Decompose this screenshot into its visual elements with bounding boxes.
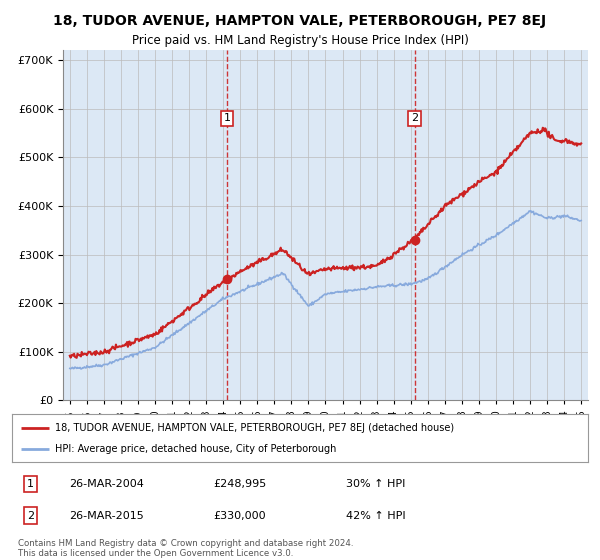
Text: 18, TUDOR AVENUE, HAMPTON VALE, PETERBOROUGH, PE7 8EJ (detached house): 18, TUDOR AVENUE, HAMPTON VALE, PETERBOR…	[55, 423, 454, 433]
Text: £330,000: £330,000	[214, 511, 266, 521]
Text: £248,995: £248,995	[214, 479, 267, 489]
Text: 18, TUDOR AVENUE, HAMPTON VALE, PETERBOROUGH, PE7 8EJ: 18, TUDOR AVENUE, HAMPTON VALE, PETERBOR…	[53, 14, 547, 28]
Text: 42% ↑ HPI: 42% ↑ HPI	[346, 511, 406, 521]
Text: HPI: Average price, detached house, City of Peterborough: HPI: Average price, detached house, City…	[55, 444, 337, 454]
Text: 26-MAR-2015: 26-MAR-2015	[70, 511, 145, 521]
Text: 1: 1	[27, 479, 34, 489]
Text: 26-MAR-2004: 26-MAR-2004	[70, 479, 145, 489]
Text: 30% ↑ HPI: 30% ↑ HPI	[346, 479, 406, 489]
Text: 2: 2	[27, 511, 34, 521]
Text: Price paid vs. HM Land Registry's House Price Index (HPI): Price paid vs. HM Land Registry's House …	[131, 34, 469, 46]
Text: Contains HM Land Registry data © Crown copyright and database right 2024.: Contains HM Land Registry data © Crown c…	[18, 539, 353, 548]
Bar	[227, 50, 415, 400]
Text: 2: 2	[411, 114, 418, 123]
Text: This data is licensed under the Open Government Licence v3.0.: This data is licensed under the Open Gov…	[18, 549, 293, 558]
Text: 1: 1	[224, 114, 230, 123]
